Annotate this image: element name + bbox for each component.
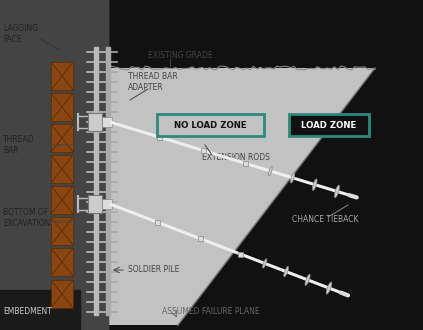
FancyBboxPatch shape xyxy=(289,114,369,136)
Bar xyxy=(51,280,73,308)
Bar xyxy=(51,62,73,90)
Bar xyxy=(102,199,112,209)
Ellipse shape xyxy=(269,166,272,176)
Bar xyxy=(88,113,102,131)
Bar xyxy=(94,47,98,315)
Bar xyxy=(88,195,102,213)
Text: LAGGING
FACE: LAGGING FACE xyxy=(3,24,38,44)
Polygon shape xyxy=(108,68,375,325)
Bar xyxy=(0,290,80,330)
Bar xyxy=(51,124,73,152)
Bar xyxy=(51,155,73,183)
Polygon shape xyxy=(108,0,423,68)
Text: THREAD
BAR: THREAD BAR xyxy=(3,135,35,155)
Bar xyxy=(157,135,162,140)
Ellipse shape xyxy=(313,179,317,190)
Ellipse shape xyxy=(305,274,310,285)
Bar xyxy=(155,220,160,225)
Bar xyxy=(51,217,73,245)
Ellipse shape xyxy=(335,185,339,198)
Text: EMBEDMENT: EMBEDMENT xyxy=(3,308,52,316)
Bar xyxy=(102,117,112,127)
Text: SOLDIER PILE: SOLDIER PILE xyxy=(128,266,179,275)
Text: THREAD BAR
ADAPTER: THREAD BAR ADAPTER xyxy=(128,72,178,92)
Ellipse shape xyxy=(284,266,288,277)
Bar xyxy=(51,186,73,214)
Bar xyxy=(106,47,110,315)
Text: LOAD ZONE: LOAD ZONE xyxy=(301,120,357,129)
Bar xyxy=(243,161,248,166)
Ellipse shape xyxy=(291,173,295,183)
Text: EMBEDMENT: EMBEDMENT xyxy=(3,308,52,316)
Bar xyxy=(0,0,108,330)
Text: NO LOAD ZONE: NO LOAD ZONE xyxy=(174,120,246,129)
Text: CHANCE TIEBACK: CHANCE TIEBACK xyxy=(292,215,359,224)
Ellipse shape xyxy=(326,282,332,294)
Bar xyxy=(201,148,206,153)
Bar xyxy=(0,0,108,330)
Text: EXISTING GRADE: EXISTING GRADE xyxy=(148,50,213,59)
Bar xyxy=(239,252,243,257)
Text: EXTENSION RODS: EXTENSION RODS xyxy=(202,153,270,162)
Text: ASSUMED FAILURE PLANE: ASSUMED FAILURE PLANE xyxy=(162,308,260,316)
Text: BOTTOM OF
EXCAVATION: BOTTOM OF EXCAVATION xyxy=(3,208,50,228)
Bar xyxy=(51,248,73,276)
Bar xyxy=(51,93,73,121)
Ellipse shape xyxy=(263,259,267,268)
Bar xyxy=(198,236,203,241)
FancyBboxPatch shape xyxy=(157,114,264,136)
